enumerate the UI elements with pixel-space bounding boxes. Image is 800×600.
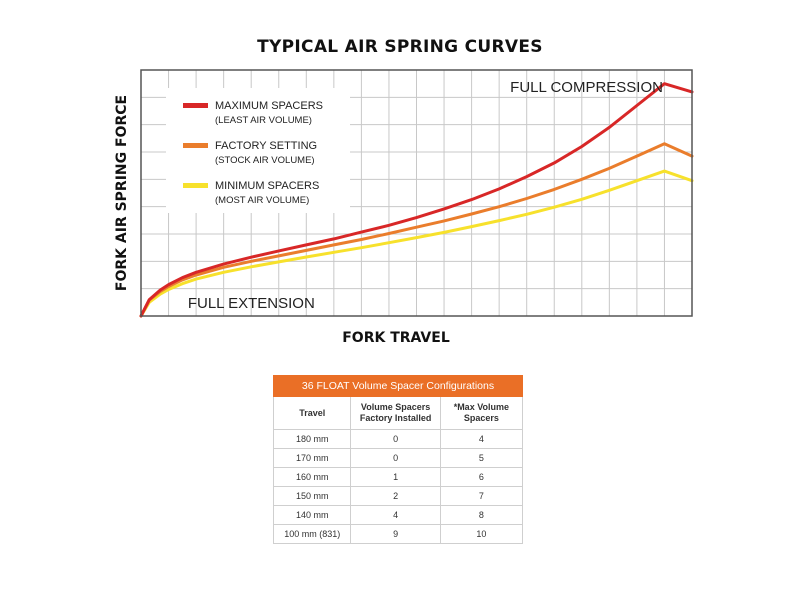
table-row: 100 mm (831) 9 10	[272, 524, 524, 544]
table-row: 140 mm 4 8	[272, 505, 524, 525]
table-caption: 36 FLOAT Volume Spacer Configurations	[273, 375, 523, 397]
legend-swatch-maximum-spacers	[183, 103, 208, 108]
legend-label: FACTORY SETTING	[215, 140, 317, 152]
table-row: 150 mm 2 7	[272, 486, 524, 506]
header-travel: Travel	[272, 396, 352, 430]
cell-factory: 9	[350, 524, 441, 544]
chart-title: TYPICAL AIR SPRING CURVES	[257, 37, 543, 57]
table-header-row: Travel Volume Spacers Factory Installed …	[272, 396, 524, 430]
cell-max: 4	[439, 429, 524, 449]
legend-label: MINIMUM SPACERS	[215, 180, 319, 192]
header-factory-installed: Volume Spacers Factory Installed	[350, 396, 441, 430]
plot-frame	[140, 69, 693, 317]
cell-max: 8	[439, 505, 524, 525]
legend-swatch-factory-setting	[183, 143, 208, 148]
legend-sublabel: (LEAST AIR VOLUME)	[215, 115, 312, 126]
cell-factory: 4	[350, 505, 441, 525]
cell-factory: 0	[350, 448, 441, 468]
cell-travel: 140 mm	[272, 505, 352, 525]
legend-sublabel: (STOCK AIR VOLUME)	[215, 155, 315, 166]
cell-max: 10	[439, 524, 524, 544]
table-row: 170 mm 0 5	[272, 448, 524, 468]
legend-swatch-minimum-spacers	[183, 183, 208, 188]
cell-travel: 160 mm	[272, 467, 352, 487]
cell-travel: 180 mm	[272, 429, 352, 449]
header-max-spacers: *Max Volume Spacers	[439, 396, 524, 430]
cell-max: 5	[439, 448, 524, 468]
series-line-minimum-spacers	[139, 169, 694, 318]
series-line-factory-setting	[139, 142, 694, 318]
cell-factory: 0	[350, 429, 441, 449]
cell-max: 6	[439, 467, 524, 487]
cell-travel: 170 mm	[272, 448, 352, 468]
cell-travel: 100 mm (831)	[272, 524, 352, 544]
legend-box	[166, 88, 350, 213]
cell-max: 7	[439, 486, 524, 506]
annotation-label: FULL EXTENSION	[188, 295, 315, 312]
table-row: 160 mm 1 6	[272, 467, 524, 487]
legend-label: MAXIMUM SPACERS	[215, 100, 323, 112]
series-line-maximum-spacers	[139, 82, 694, 318]
annotation-label: FULL COMPRESSION	[510, 79, 663, 96]
cell-factory: 2	[350, 486, 441, 506]
table-caption-row: 36 FLOAT Volume Spacer Configurations	[273, 375, 523, 397]
cell-travel: 150 mm	[272, 486, 352, 506]
table-row: 180 mm 0 4	[272, 429, 524, 449]
volume-spacer-table: 36 FLOAT Volume Spacer Configurations Tr…	[272, 375, 524, 544]
cell-factory: 1	[350, 467, 441, 487]
legend-sublabel: (MOST AIR VOLUME)	[215, 195, 309, 206]
x-axis-label: FORK TRAVEL	[342, 330, 450, 346]
